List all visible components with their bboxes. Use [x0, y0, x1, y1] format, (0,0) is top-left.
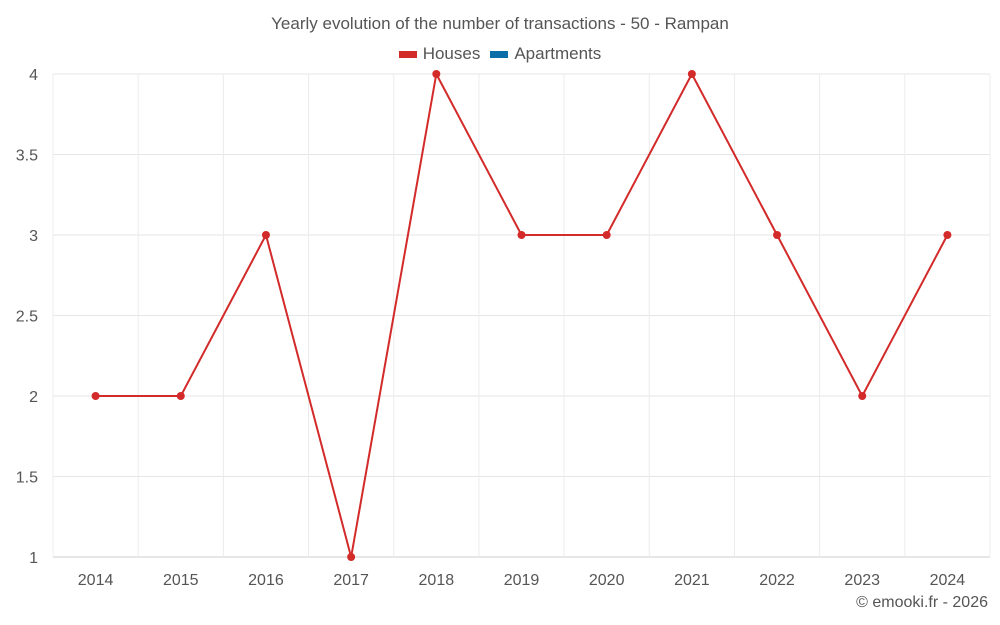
x-tick-label: 2024: [930, 572, 966, 589]
credit-text: © emooki.fr - 2026: [856, 594, 988, 611]
x-tick-label: 2020: [589, 572, 625, 589]
x-tick-label: 2018: [419, 572, 455, 589]
legend-label-apartments: Apartments: [514, 44, 602, 63]
data-point-houses-2017: [347, 553, 356, 561]
legend-swatch-houses: [398, 50, 417, 58]
x-tick-label: 2014: [78, 572, 114, 589]
data-point-houses-2014: [91, 392, 100, 400]
legend-label-houses: Houses: [422, 44, 481, 63]
y-tick-label: 3.5: [16, 148, 38, 165]
legend-item-apartments[interactable]: Apartments: [490, 44, 601, 64]
x-tick-label: 2021: [674, 572, 710, 589]
data-point-houses-2016: [261, 231, 270, 239]
x-tick-label: 2017: [333, 572, 369, 589]
data-point-houses-2023: [858, 392, 867, 400]
y-tick-label: 1.5: [16, 470, 38, 487]
data-point-houses-2015: [176, 392, 185, 400]
data-point-houses-2020: [602, 231, 611, 239]
data-point-houses-2018: [432, 70, 441, 78]
x-tick-label: 2016: [248, 572, 284, 589]
y-tick-label: 2.5: [16, 309, 38, 326]
data-point-houses-2019: [517, 231, 526, 239]
chart-title: Yearly evolution of the number of transa…: [271, 14, 729, 33]
x-tick-label: 2022: [759, 572, 795, 589]
legend-swatch-apartments: [490, 50, 509, 58]
y-tick-label: 3: [29, 228, 38, 245]
data-point-houses-2024: [943, 231, 952, 239]
y-tick-label: 4: [29, 67, 38, 84]
chart-legend: Houses Apartments: [0, 44, 1000, 64]
x-tick-label: 2023: [844, 572, 880, 589]
data-point-houses-2022: [773, 231, 782, 239]
y-tick-label: 2: [29, 389, 38, 406]
y-tick-label: 1: [29, 550, 38, 567]
x-tick-label: 2015: [163, 572, 199, 589]
legend-item-houses[interactable]: Houses: [398, 44, 481, 64]
x-tick-label: 2019: [504, 572, 540, 589]
data-point-houses-2021: [687, 70, 696, 78]
